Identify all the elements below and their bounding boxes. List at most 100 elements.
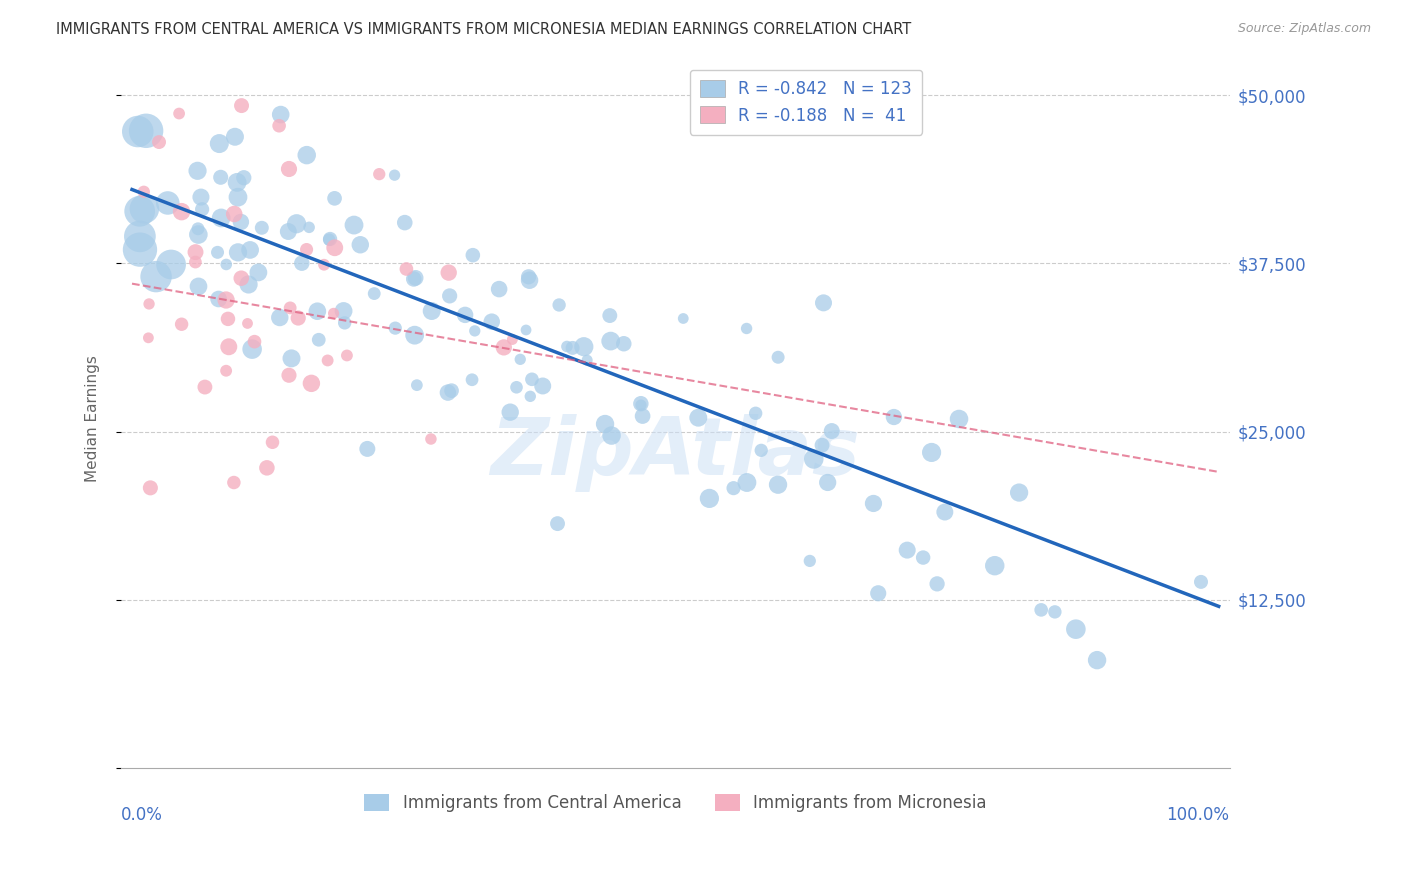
Point xyxy=(461,248,484,262)
Point xyxy=(222,475,245,490)
Point xyxy=(231,98,253,112)
Point xyxy=(868,586,890,600)
Point xyxy=(269,119,291,133)
Point xyxy=(813,296,835,310)
Point xyxy=(395,262,418,277)
Point xyxy=(332,304,354,318)
Point xyxy=(191,202,214,217)
Point xyxy=(517,269,540,284)
Point xyxy=(278,368,301,383)
Point xyxy=(226,245,249,260)
Point xyxy=(613,336,636,351)
Point xyxy=(454,308,477,322)
Y-axis label: Median Earnings: Median Earnings xyxy=(86,355,100,482)
Point xyxy=(138,331,160,345)
Point xyxy=(1085,653,1108,667)
Point xyxy=(464,324,486,338)
Point xyxy=(1064,622,1087,636)
Point xyxy=(215,293,238,307)
Point xyxy=(323,191,346,205)
Point xyxy=(295,148,318,162)
Point xyxy=(349,237,371,252)
Point xyxy=(298,220,321,235)
Text: ZipAtlas: ZipAtlas xyxy=(491,414,860,492)
Point xyxy=(688,410,710,425)
Point xyxy=(209,211,232,225)
Point xyxy=(148,135,170,149)
Point xyxy=(209,170,232,185)
Point xyxy=(1043,605,1066,619)
Point xyxy=(129,243,152,257)
Text: 100.0%: 100.0% xyxy=(1167,806,1230,824)
Point xyxy=(186,163,208,178)
Point xyxy=(160,258,183,272)
Point xyxy=(318,233,340,247)
Point xyxy=(803,452,825,467)
Point xyxy=(224,129,246,144)
Point xyxy=(291,256,314,270)
Point xyxy=(215,364,238,378)
Point xyxy=(499,405,522,419)
Point xyxy=(883,410,905,425)
Point xyxy=(134,202,156,216)
Point xyxy=(135,124,157,138)
Point xyxy=(547,516,569,531)
Point xyxy=(405,270,427,285)
Point xyxy=(208,136,231,151)
Point xyxy=(127,124,149,138)
Point xyxy=(156,196,179,211)
Point xyxy=(217,311,239,326)
Point xyxy=(896,543,918,558)
Point xyxy=(766,477,789,491)
Point xyxy=(226,190,249,204)
Point xyxy=(307,304,329,318)
Point xyxy=(488,282,510,296)
Point xyxy=(912,550,935,565)
Point xyxy=(319,232,342,246)
Point xyxy=(278,161,301,176)
Point xyxy=(437,266,460,280)
Point xyxy=(744,406,766,420)
Point xyxy=(862,496,884,510)
Point xyxy=(593,417,616,431)
Point xyxy=(984,558,1007,573)
Point xyxy=(236,317,259,331)
Point xyxy=(519,273,541,287)
Point xyxy=(509,352,531,367)
Text: IMMIGRANTS FROM CENTRAL AMERICA VS IMMIGRANTS FROM MICRONESIA MEDIAN EARNINGS CO: IMMIGRANTS FROM CENTRAL AMERICA VS IMMIG… xyxy=(56,22,911,37)
Point xyxy=(277,225,299,239)
Point xyxy=(492,340,515,354)
Point xyxy=(934,505,956,519)
Point xyxy=(821,424,844,438)
Point xyxy=(735,475,758,490)
Point xyxy=(631,409,654,423)
Point xyxy=(921,445,943,459)
Point xyxy=(187,221,209,235)
Point xyxy=(925,577,948,591)
Point xyxy=(145,269,167,284)
Point xyxy=(247,265,270,279)
Point xyxy=(194,380,217,394)
Point xyxy=(262,435,284,450)
Point xyxy=(404,328,426,343)
Point xyxy=(287,311,309,326)
Point xyxy=(232,170,254,185)
Point xyxy=(207,292,229,306)
Point xyxy=(599,309,621,323)
Point xyxy=(1031,603,1053,617)
Point xyxy=(419,432,441,446)
Point xyxy=(184,255,207,269)
Point xyxy=(766,351,789,365)
Point xyxy=(231,271,253,285)
Point xyxy=(817,475,839,490)
Point xyxy=(308,333,330,347)
Point xyxy=(548,298,571,312)
Text: Source: ZipAtlas.com: Source: ZipAtlas.com xyxy=(1237,22,1371,36)
Point xyxy=(630,398,652,412)
Point xyxy=(316,353,339,368)
Point xyxy=(630,397,652,411)
Point xyxy=(356,442,378,456)
Point xyxy=(420,304,443,318)
Point xyxy=(295,243,318,257)
Point xyxy=(256,460,278,475)
